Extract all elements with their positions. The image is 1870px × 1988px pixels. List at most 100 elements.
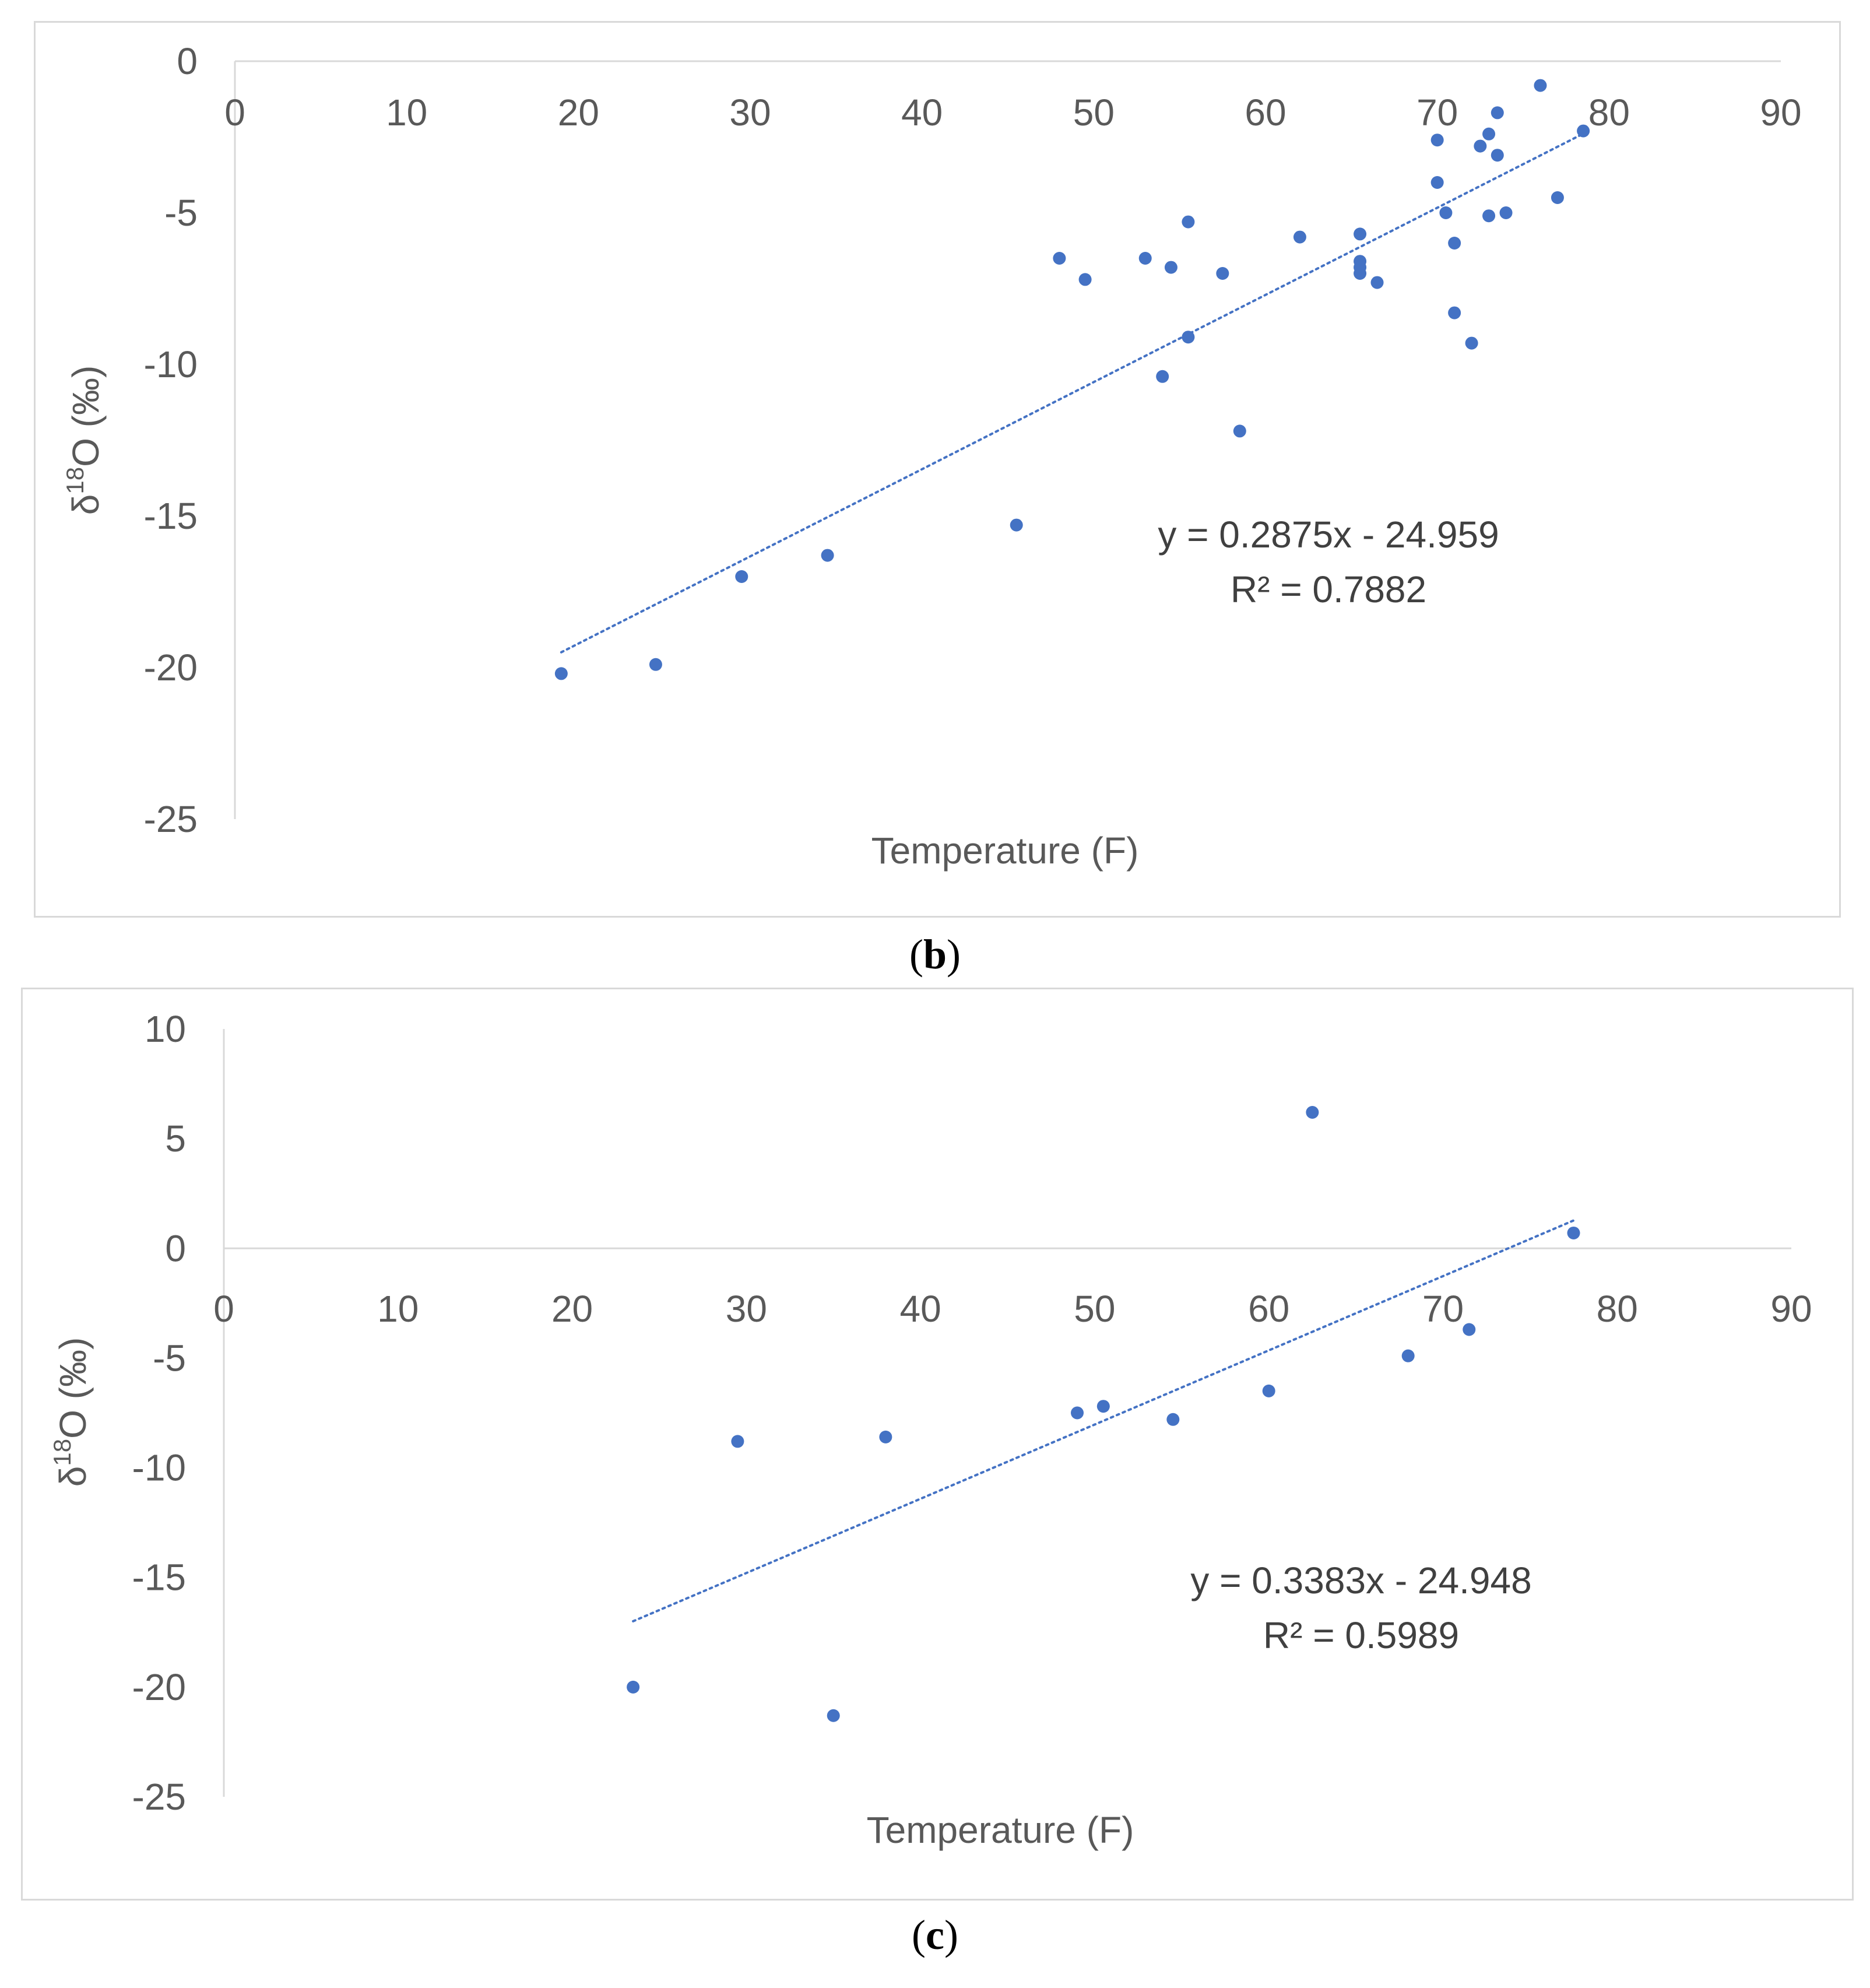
data-point bbox=[1306, 1105, 1319, 1119]
x-axis-title: Temperature (F) bbox=[867, 1809, 1134, 1851]
y-tick-label: -20 bbox=[132, 1666, 187, 1708]
data-point bbox=[735, 570, 748, 583]
data-point bbox=[1448, 237, 1461, 250]
data-point bbox=[1499, 206, 1513, 219]
data-point bbox=[1482, 209, 1496, 223]
x-tick-label: 40 bbox=[901, 92, 943, 134]
trendline-equation: y = 0.2875x - 24.959 bbox=[1158, 514, 1499, 556]
y-tick-label: -15 bbox=[144, 495, 198, 537]
y-axis-title-superscript: 18 bbox=[61, 467, 89, 494]
y-tick-label: 0 bbox=[165, 1227, 186, 1269]
x-tick-label: 80 bbox=[1597, 1288, 1638, 1330]
x-tick-label: 60 bbox=[1248, 1288, 1289, 1330]
y-tick-label: -10 bbox=[132, 1447, 187, 1489]
data-point bbox=[1463, 1323, 1476, 1336]
y-tick-label: 5 bbox=[165, 1118, 186, 1160]
data-point bbox=[1482, 127, 1496, 141]
data-point bbox=[1071, 1406, 1084, 1420]
x-tick-label: 30 bbox=[726, 1288, 767, 1330]
y-axis-title-text: O (‰) bbox=[65, 366, 107, 467]
caption-b-letter: b bbox=[923, 931, 947, 978]
data-point bbox=[1156, 370, 1169, 383]
data-point bbox=[627, 1680, 640, 1694]
data-point bbox=[879, 1430, 892, 1443]
x-tick-label: 70 bbox=[1422, 1288, 1464, 1330]
trendline bbox=[560, 132, 1585, 654]
data-point bbox=[1216, 267, 1229, 280]
data-point bbox=[731, 1435, 744, 1448]
data-point bbox=[554, 667, 568, 680]
data-point bbox=[1233, 424, 1246, 438]
data-point bbox=[1293, 230, 1306, 244]
caption-c-letter: c bbox=[926, 1912, 944, 1958]
y-tick-label: -25 bbox=[144, 798, 198, 840]
x-tick-label: 50 bbox=[1074, 1288, 1115, 1330]
y-axis-title-superscript: 18 bbox=[48, 1439, 76, 1466]
data-point bbox=[1138, 252, 1152, 265]
y-axis-title: δ18O (‰) bbox=[48, 1337, 94, 1487]
data-point bbox=[1474, 139, 1487, 153]
x-tick-label: 40 bbox=[900, 1288, 941, 1330]
x-tick-label: 90 bbox=[1770, 1288, 1812, 1330]
data-point bbox=[1182, 331, 1195, 344]
x-axis-title: Temperature (F) bbox=[871, 830, 1139, 872]
data-point bbox=[1439, 206, 1453, 219]
y-tick-label: -5 bbox=[153, 1337, 186, 1379]
data-point bbox=[649, 658, 662, 671]
r-squared-label: R² = 0.5989 bbox=[1263, 1614, 1459, 1656]
caption-c: (c) bbox=[912, 1912, 958, 1958]
scatter-chart-b: 0 -5 -10 -15 -20 -25 0 10 20 30 40 50 60 70 80 90 δ18O (… bbox=[34, 21, 1841, 918]
data-point bbox=[1430, 176, 1444, 189]
trendline-equation: y = 0.3383x - 24.948 bbox=[1190, 1560, 1531, 1601]
x-tick-label: 80 bbox=[1588, 92, 1630, 134]
data-point bbox=[1551, 191, 1564, 204]
y-tick-label: -5 bbox=[164, 192, 198, 234]
data-point bbox=[1053, 252, 1066, 265]
y-tick-label: -25 bbox=[132, 1776, 187, 1818]
data-point bbox=[1262, 1384, 1275, 1397]
data-point bbox=[1577, 124, 1590, 138]
trendline bbox=[632, 1219, 1575, 1622]
x-tick-label: 10 bbox=[377, 1288, 419, 1330]
data-point bbox=[1534, 79, 1547, 92]
x-tick-label: 30 bbox=[729, 92, 771, 134]
x-tick-label: 50 bbox=[1073, 92, 1115, 134]
r-squared-label: R² = 0.7882 bbox=[1231, 568, 1426, 610]
chart-b-plot: 0 -5 -10 -15 -20 -25 0 10 20 30 40 50 60 70 80 90 δ18O (… bbox=[61, 40, 1802, 872]
y-tick-label: -15 bbox=[132, 1557, 187, 1599]
data-point bbox=[1430, 134, 1444, 147]
y-tick-label: 10 bbox=[145, 1008, 186, 1050]
caption-b: (b) bbox=[909, 931, 961, 978]
y-tick-label: -10 bbox=[144, 343, 198, 385]
data-point bbox=[1166, 1413, 1180, 1426]
y-axis-title-text: O (‰) bbox=[52, 1337, 94, 1439]
x-tick-label: 20 bbox=[558, 92, 599, 134]
y-axis-title-symbol: δ bbox=[65, 494, 107, 515]
data-point bbox=[1401, 1349, 1415, 1362]
y-axis-title-symbol: δ bbox=[52, 1466, 94, 1487]
x-tick-label: 10 bbox=[386, 92, 427, 134]
data-point bbox=[1370, 276, 1384, 289]
data-point bbox=[1010, 518, 1023, 532]
x-tick-label: 0 bbox=[224, 92, 245, 134]
data-point bbox=[1096, 1400, 1110, 1413]
data-point bbox=[1491, 149, 1504, 162]
x-tick-label: 70 bbox=[1416, 92, 1458, 134]
x-tick-label: 60 bbox=[1245, 92, 1286, 134]
data-point bbox=[1465, 336, 1478, 350]
y-axis-title: δ18O (‰) bbox=[61, 366, 107, 515]
data-point bbox=[1491, 106, 1504, 120]
data-point bbox=[1182, 215, 1195, 229]
x-tick-label: 90 bbox=[1760, 92, 1801, 134]
x-tick-label: 20 bbox=[551, 1288, 593, 1330]
y-tick-label: 0 bbox=[177, 40, 198, 82]
data-point bbox=[1078, 273, 1092, 286]
data-point bbox=[821, 549, 834, 562]
data-point bbox=[1164, 261, 1177, 274]
data-point bbox=[1567, 1226, 1580, 1239]
scatter-chart-c: 10 5 0 -5 -10 -15 -20 -25 0 10 20 30 40 50 60 70 80 90 δ18… bbox=[21, 988, 1854, 1901]
data-point bbox=[1354, 267, 1367, 280]
y-tick-label: -20 bbox=[144, 647, 198, 689]
x-tick-label: 0 bbox=[213, 1288, 234, 1330]
